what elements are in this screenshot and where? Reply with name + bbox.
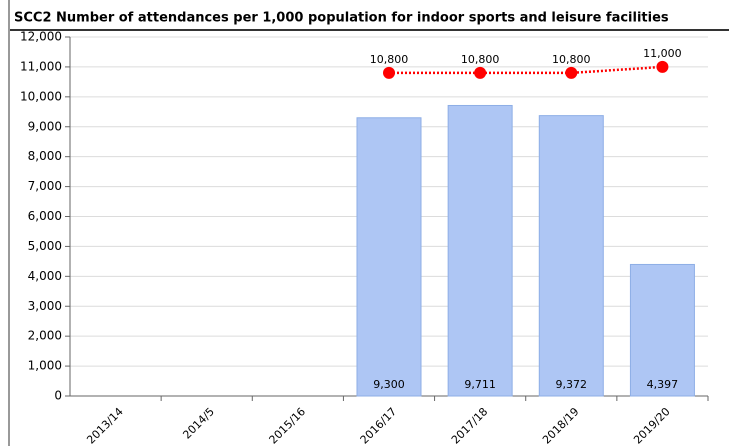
y-tick-label: 11,000 xyxy=(20,59,62,73)
line-value-label: 10,800 xyxy=(461,53,500,66)
bar xyxy=(629,263,695,397)
x-tick-label: 2018/19 xyxy=(540,405,582,446)
line-value-label: 10,800 xyxy=(370,53,409,66)
y-tick-label: 12,000 xyxy=(20,30,62,44)
x-tick-label: 2019/20 xyxy=(631,405,673,446)
x-tick-label: 2017/18 xyxy=(449,405,491,446)
line-value-label: 11,000 xyxy=(643,47,682,60)
y-tick-label: 0 xyxy=(54,389,62,403)
target-point xyxy=(565,66,578,79)
x-tick-label: 2014/5 xyxy=(180,405,217,442)
y-tick-label: 2,000 xyxy=(28,329,62,343)
y-tick-label: 4,000 xyxy=(28,269,62,283)
bar-value-label: 9,372 xyxy=(556,378,588,391)
y-tick-label: 7,000 xyxy=(28,179,62,193)
x-tick-label: 2013/14 xyxy=(84,405,126,446)
y-tick-label: 8,000 xyxy=(28,149,62,163)
y-tick-label: 6,000 xyxy=(28,209,62,223)
chart-title: SCC2 Number of attendances per 1,000 pop… xyxy=(14,11,669,26)
y-tick-label: 1,000 xyxy=(28,359,62,373)
bar-value-label: 9,711 xyxy=(464,378,496,391)
x-tick-label: 2016/17 xyxy=(358,405,400,446)
target-point xyxy=(383,66,395,79)
line-value-label: 10,800 xyxy=(552,53,591,66)
y-tick-label: 5,000 xyxy=(28,239,62,253)
bar xyxy=(538,115,604,397)
bar xyxy=(356,117,422,397)
target-point xyxy=(474,66,487,79)
bar-value-label: 4,397 xyxy=(647,378,679,391)
bar-value-label: 9,300 xyxy=(373,378,405,391)
y-tick-label: 9,000 xyxy=(28,119,62,133)
y-tick-label: 3,000 xyxy=(28,299,62,313)
bar xyxy=(447,104,513,397)
target-point xyxy=(656,60,669,73)
y-tick-label: 10,000 xyxy=(20,89,62,103)
x-tick-label: 2015/16 xyxy=(267,405,309,446)
target-line xyxy=(389,65,663,75)
